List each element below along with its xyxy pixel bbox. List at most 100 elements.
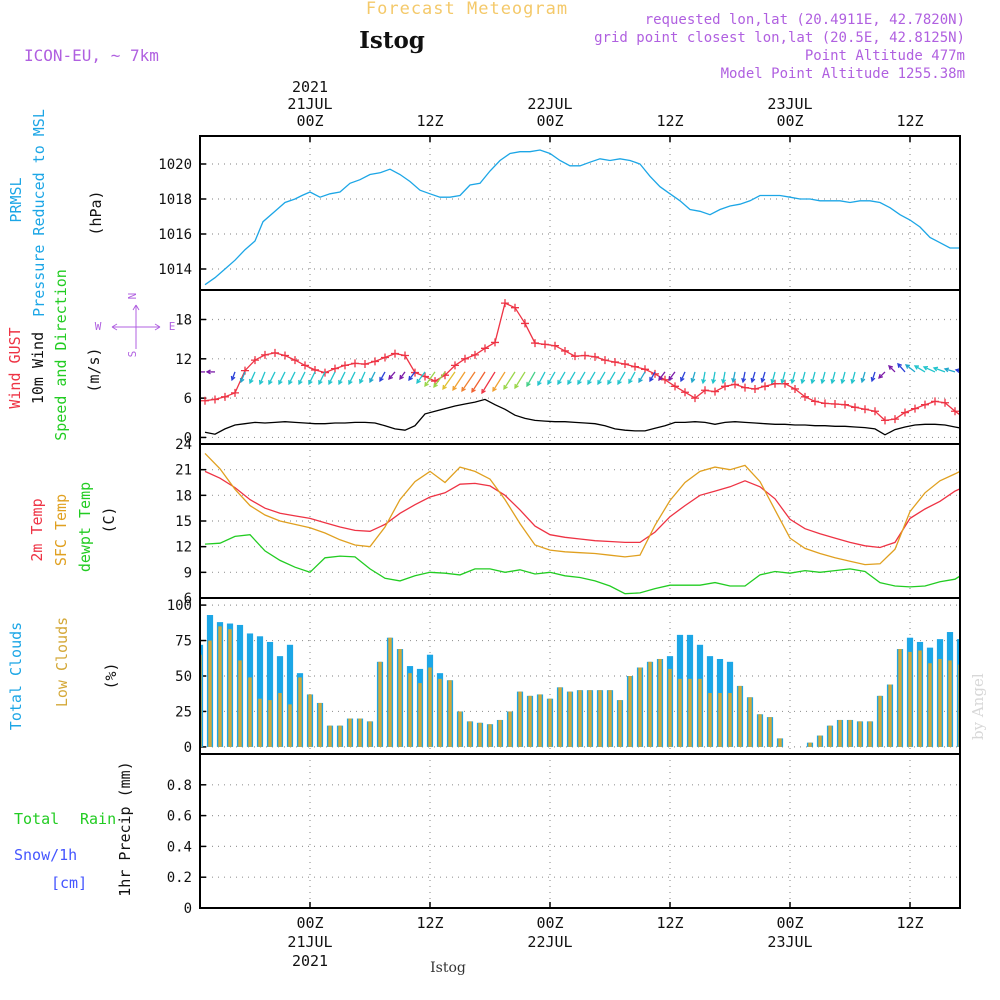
low-cloud-bar — [638, 667, 642, 747]
wind-arrow-head — [922, 365, 929, 371]
low-cloud-bar — [508, 711, 512, 747]
low-cloud-bar — [618, 700, 622, 747]
wind-arrow-head — [649, 376, 654, 383]
y-tick-label: 25 — [175, 704, 192, 720]
wind-arrow — [680, 371, 686, 382]
low-cloud-bar — [338, 725, 342, 747]
wind-arrow — [967, 371, 975, 372]
gust-marker — [271, 348, 279, 357]
gust-marker — [591, 352, 599, 361]
y-tick-label: 12 — [175, 540, 192, 556]
low-cloud-bar — [388, 637, 392, 747]
low-cloud-bar — [688, 678, 692, 747]
low-cloud-bar — [648, 661, 652, 747]
wind-arrow — [259, 371, 266, 385]
low-cloud-bar — [328, 725, 332, 747]
gust-marker — [771, 379, 779, 388]
bottom-axis-label: 00Z — [776, 914, 803, 932]
wind-arrow-head — [617, 379, 622, 386]
precip-unit-label: 1hr Precip (mm) — [116, 761, 134, 896]
wind-arrow — [597, 371, 606, 385]
gust-marker — [901, 408, 909, 417]
low-cloud-bar — [948, 660, 952, 747]
wind-direction-label: Speed and Direction — [52, 269, 70, 441]
total-cloud-bar — [286, 644, 294, 747]
wind-arrow-head — [780, 378, 786, 385]
top-axis-label: 00Z — [296, 112, 323, 130]
y-tick-label: 1014 — [158, 262, 192, 278]
y-tick-label: 100 — [167, 598, 192, 614]
snow-unit-label: [cm] — [51, 874, 87, 892]
bottom-axis-label: 12Z — [416, 914, 443, 932]
wind-arrow — [416, 371, 426, 384]
low-cloud-bar — [598, 690, 602, 747]
top-axis-label: 12Z — [896, 112, 923, 130]
top-axis-label: 12Z — [416, 112, 443, 130]
y-tick-label: 6 — [184, 591, 192, 607]
gust-marker — [951, 407, 959, 416]
wind-arrow-head — [840, 378, 846, 385]
gust-marker — [381, 353, 389, 362]
gust-marker — [201, 396, 209, 405]
y-tick-label: 0.2 — [167, 870, 192, 886]
wind-arrow — [587, 371, 596, 385]
wind-arrow-head — [278, 379, 283, 386]
low-cloud-bar — [558, 687, 562, 747]
wind-arrow — [298, 371, 306, 385]
wind-arrow — [781, 371, 786, 384]
wind-arrow-head — [913, 365, 920, 370]
wind-arrow-head — [587, 379, 592, 386]
wind-arrow — [433, 371, 446, 388]
bottom-axis-label: 12Z — [896, 914, 923, 932]
low-cloud-bar — [888, 684, 892, 747]
gust-marker — [341, 361, 349, 370]
bottom-axis-label: 00Z — [296, 914, 323, 932]
gust-marker — [821, 399, 829, 408]
app-title: Forecast Meteogram — [366, 0, 568, 19]
top-axis-label: 00Z — [536, 112, 563, 130]
wind-arrow — [308, 371, 316, 385]
wind-arrow — [318, 371, 326, 385]
wind-arrow — [567, 371, 576, 385]
wind-arrow — [811, 371, 816, 384]
y-axis-labels: PRMSL Pressure Reduced to MSL (hPa) Wind GU… — [6, 109, 175, 897]
y-tick-label: 18 — [175, 312, 192, 328]
wind-arrow — [278, 371, 286, 385]
wind-arrow-head — [408, 375, 413, 381]
wind-arrow — [348, 371, 356, 385]
wind-arrow — [471, 371, 486, 393]
gust-marker — [301, 361, 309, 370]
low-cloud-bar — [248, 677, 252, 747]
wind-arrow-head — [680, 376, 685, 383]
y-tick-label: 50 — [175, 669, 192, 685]
gust-marker — [961, 414, 969, 422]
location-title: Istog — [359, 27, 425, 54]
total-clouds-label: Total Clouds — [7, 622, 25, 730]
bottom-axis-label: 2021 — [292, 952, 328, 970]
low-cloud-bar — [478, 722, 482, 747]
low-cloud-bar — [398, 649, 402, 747]
gust-marker — [251, 356, 259, 365]
wind-arrow-head — [461, 386, 466, 393]
wind-arrow — [547, 371, 556, 385]
wind-arrow-head — [230, 375, 236, 382]
gust-marker — [451, 361, 459, 370]
low-cloud-bar — [828, 725, 832, 747]
wind-arrow-head — [800, 378, 806, 385]
wind-arrow-head — [318, 379, 323, 386]
low-cloud-bar — [928, 663, 932, 747]
series-line-2m-temp — [204, 470, 960, 549]
gust-marker — [221, 392, 229, 401]
wind-arrow-head — [638, 377, 643, 384]
low-cloud-bar — [818, 735, 822, 747]
low-cloud-bar — [258, 698, 262, 747]
low-cloud-bar — [778, 738, 782, 747]
series-line-prmsl — [204, 149, 960, 286]
wind-arrow-head — [424, 381, 429, 388]
low-cloud-bar — [588, 690, 592, 747]
wind-arrow-head — [878, 373, 884, 379]
gust-marker — [521, 319, 529, 328]
gust-marker — [661, 375, 669, 384]
low-cloud-bar — [678, 678, 682, 747]
